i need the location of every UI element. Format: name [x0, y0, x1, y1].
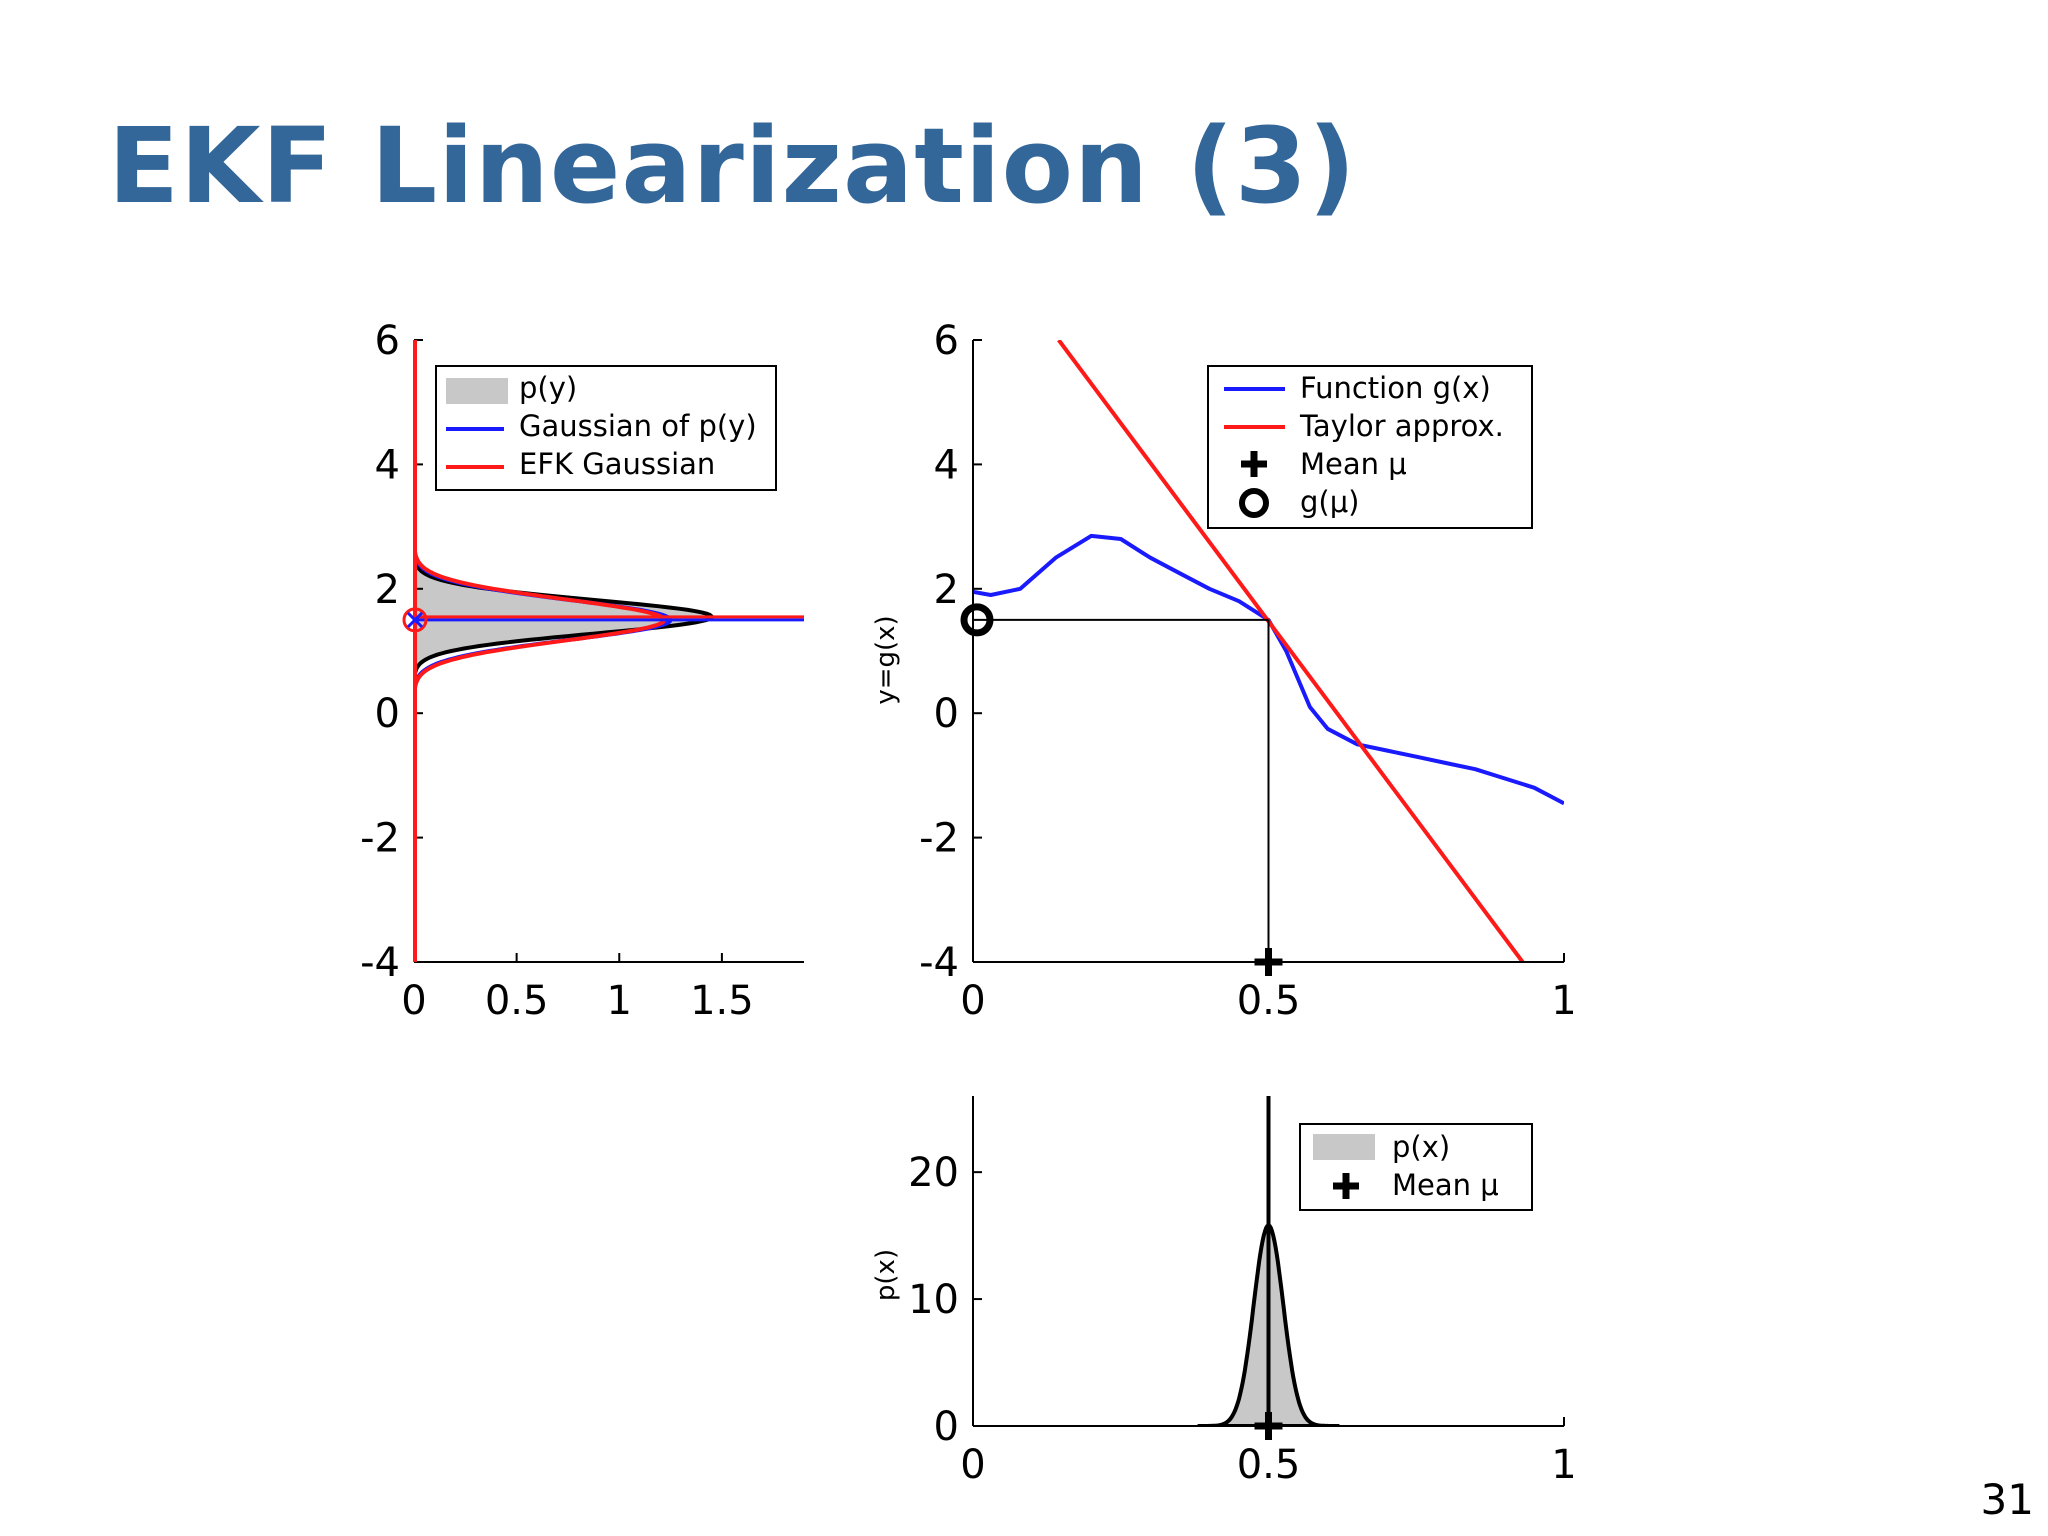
- px-legend: p(x) Mean μ: [1299, 1123, 1533, 1211]
- px-y-tick-label: 0: [934, 1404, 959, 1450]
- py-x-tick-label: 0.5: [485, 978, 549, 1024]
- px-x-tick-label: 0: [960, 1442, 985, 1488]
- gx-x-tick-label: 0.5: [1237, 978, 1301, 1024]
- py-mean-circle: [402, 607, 428, 633]
- gx-legend-entry: Taylor approx.: [1299, 409, 1504, 443]
- py-y-tick-label: -4: [360, 940, 400, 986]
- px-legend-swatch-fill: [1313, 1134, 1375, 1160]
- px-legend-swatch-plus: [1333, 1173, 1359, 1199]
- py-legend-entry: Gaussian of p(y): [519, 409, 757, 443]
- py-legend-entry: EFK Gaussian: [519, 447, 715, 481]
- gx-legend-swatch-plus: [1241, 451, 1267, 477]
- gx-legend-frame: [1207, 365, 1533, 529]
- slide-title: EKF Linearization (3): [108, 105, 1357, 227]
- chart-py-distribution: 0 0.5 1 1.5 -4 -2 0 2 4 6 p(y) Gaussian of p(y) EFK…: [360, 318, 804, 1024]
- px-x-tick-label: 0.5: [1237, 1442, 1301, 1488]
- py-efk-line: [414, 340, 667, 962]
- gx-y-tick-label: -2: [919, 816, 959, 862]
- py-x-tick-label: 1: [607, 978, 632, 1024]
- gx-legend-entry: Function g(x): [1300, 371, 1491, 405]
- gx-y-tick-label: 4: [934, 442, 959, 488]
- chart-g-function: 0 0.5 1 -4 -2 0 2 4 6 y=g(x) Function g(x) Taylor…: [871, 318, 1577, 1024]
- px-mean-marker: [1254, 1412, 1283, 1440]
- py-y-tick-label: 2: [375, 567, 400, 613]
- py-histogram-area: [414, 340, 714, 962]
- gx-y-tick-label: -4: [919, 940, 959, 986]
- page-number: 31: [1980, 1475, 2034, 1524]
- px-y-tick-label: 20: [908, 1150, 959, 1196]
- px-legend-entry: Mean μ: [1392, 1168, 1499, 1202]
- px-x-tick-label: 1: [1551, 1442, 1576, 1488]
- gx-mean-marker: [1254, 948, 1283, 976]
- py-y-tick-label: -2: [360, 816, 400, 862]
- px-legend-entry: p(x): [1392, 1130, 1450, 1164]
- px-ylabel: p(x): [871, 1249, 901, 1301]
- gx-y-tick-label: 6: [934, 318, 959, 364]
- gx-taylor-line: [1057, 340, 1525, 962]
- py-y-tick-label: 4: [375, 442, 400, 488]
- py-x-tick-label: 0: [401, 978, 426, 1024]
- py-legend-swatch-fill: [446, 378, 508, 404]
- py-y-tick-label: 6: [375, 318, 400, 364]
- gx-x-tick-label: 1: [1551, 978, 1576, 1024]
- gx-legend-swatch-circle: [1239, 488, 1269, 518]
- gx-legend-entry: Mean μ: [1300, 447, 1407, 481]
- gx-legend: Function g(x) Taylor approx. Mean μ g(μ): [1207, 365, 1533, 529]
- gx-y-tick-label: 2: [934, 567, 959, 613]
- gx-ylabel: y=g(x): [871, 615, 901, 704]
- px-y-tick-label: 10: [908, 1277, 959, 1323]
- py-legend-entry: p(y): [519, 371, 577, 405]
- gx-y-tick-label: 0: [934, 691, 959, 737]
- gx-gmu-marker: [960, 603, 994, 637]
- py-legend: p(y) Gaussian of p(y) EFK Gaussian: [435, 365, 777, 491]
- py-y-tick-label: 0: [375, 691, 400, 737]
- gx-legend-entry: g(μ): [1300, 485, 1360, 519]
- gx-x-tick-label: 0: [960, 978, 985, 1024]
- py-x-tick-label: 1.5: [690, 978, 754, 1024]
- py-mean-cross: [406, 611, 424, 628]
